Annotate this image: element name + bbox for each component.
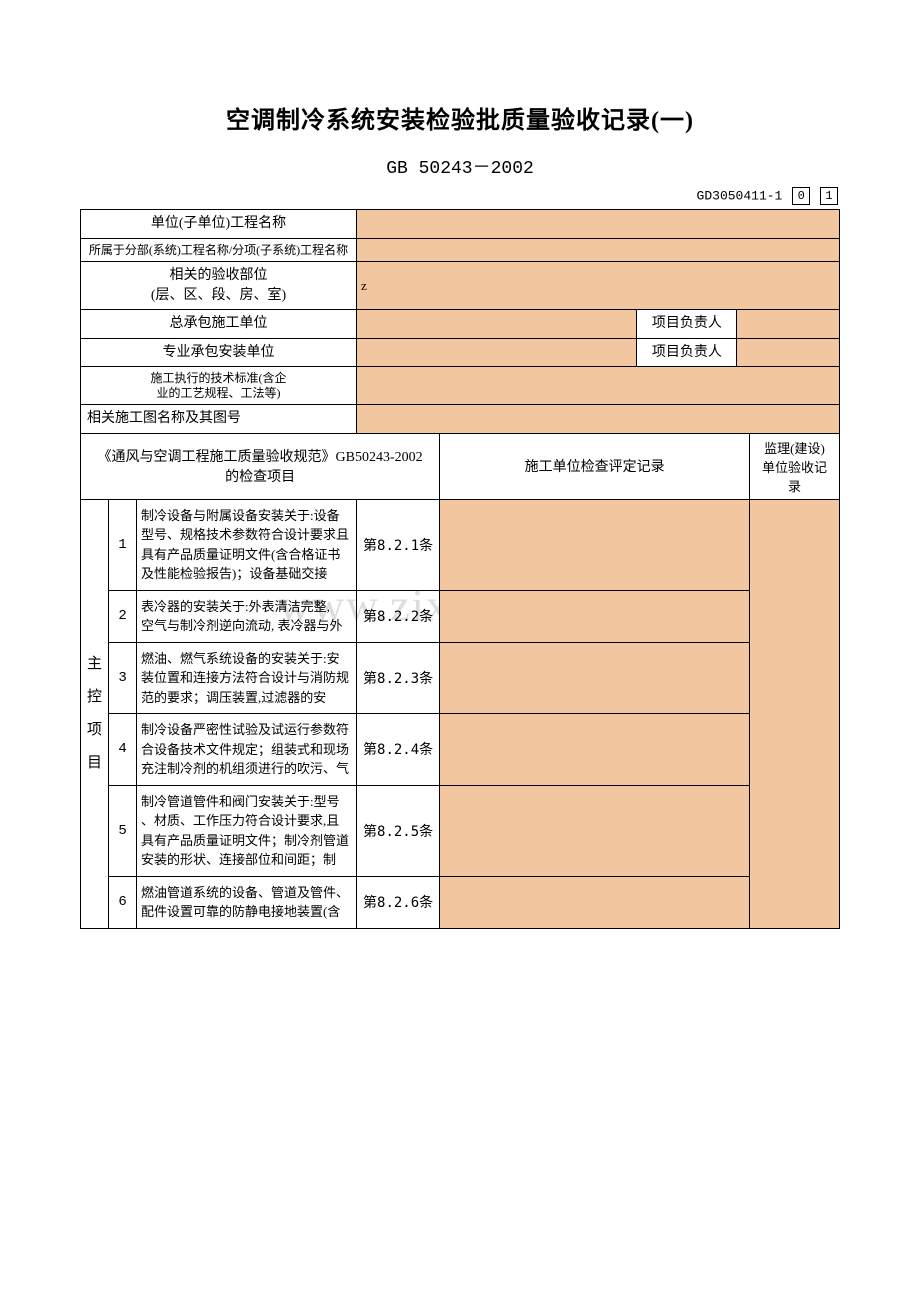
item-desc-5: 制冷管道管件和阀门安装关于:型号 、材质、工作压力符合设计要求,且 具有产品质量…	[137, 785, 357, 876]
value-subcontractor	[357, 338, 637, 367]
doc-code-prefix: GD3050411-1	[697, 188, 783, 203]
item-clause-1: 第8.2.1条	[357, 499, 440, 590]
header-row-1: 单位(子单位)工程名称	[81, 210, 840, 239]
item-num-1: 1	[109, 499, 137, 590]
item-num-6: 6	[109, 876, 137, 928]
label-drawing: 相关施工图名称及其图号	[81, 405, 357, 434]
item-record-2	[440, 590, 750, 642]
item-clause-5: 第8.2.5条	[357, 785, 440, 876]
item-clause-6: 第8.2.6条	[357, 876, 440, 928]
document-content: 空调制冷系统安装检验批质量验收记录(一) GB 50243－2002 GD305…	[80, 100, 840, 929]
item-desc-3: 燃油、燃气系统设备的安装关于:安 装位置和连接方法符合设计与消防规 范的要求；调…	[137, 642, 357, 714]
section-right-header: 监理(建设) 单位验收记录	[750, 433, 840, 499]
item-clause-4: 第8.2.4条	[357, 714, 440, 786]
item-row-5: 5 制冷管道管件和阀门安装关于:型号 、材质、工作压力符合设计要求,且 具有产品…	[81, 785, 840, 876]
header-row-6: 施工执行的技术标准(含企 业的工艺规程、工法等)	[81, 367, 840, 405]
value-drawing	[357, 405, 840, 434]
item-record-6	[440, 876, 750, 928]
label-contractor: 总承包施工单位	[81, 310, 357, 339]
value-subproject	[357, 238, 840, 261]
vertical-group-label: 主 控 项 目	[81, 499, 109, 928]
doc-code-row: GD3050411-1 0 1	[80, 187, 840, 205]
item-num-5: 5	[109, 785, 137, 876]
value-contractor	[357, 310, 637, 339]
header-row-3: 相关的验收部位 (层、区、段、房、室) z	[81, 261, 840, 309]
header-row-4: 总承包施工单位 项目负责人	[81, 310, 840, 339]
item-row-3: 3 燃油、燃气系统设备的安装关于:安 装位置和连接方法符合设计与消防规 范的要求…	[81, 642, 840, 714]
item-row-6: 6 燃油管道系统的设备、管道及管件、 配件设置可靠的防静电接地装置(含 第8.2…	[81, 876, 840, 928]
item-row-4: 4 制冷设备严密性试验及试运行参数符 合设备技术文件规定；组装式和现场 充注制冷…	[81, 714, 840, 786]
header-row-5: 专业承包安装单位 项目负责人	[81, 338, 840, 367]
label-pm-1: 项目负责人	[637, 310, 737, 339]
item-clause-2: 第8.2.2条	[357, 590, 440, 642]
item-num-2: 2	[109, 590, 137, 642]
page-title: 空调制冷系统安装检验批质量验收记录(一)	[80, 100, 840, 135]
item-record-4	[440, 714, 750, 786]
value-pm-1	[737, 310, 840, 339]
value-unit-project	[357, 210, 840, 239]
doc-code-box-1: 0	[792, 187, 810, 205]
value-tech-std	[357, 367, 840, 405]
section-mid-header: 施工单位检查评定记录	[440, 433, 750, 499]
page-subtitle: GB 50243－2002	[80, 153, 840, 179]
label-subproject: 所属于分部(系统)工程名称/分项(子系统)工程名称	[81, 238, 357, 261]
label-pm-2: 项目负责人	[637, 338, 737, 367]
value-location: z	[357, 261, 840, 309]
item-clause-3: 第8.2.3条	[357, 642, 440, 714]
label-unit-project: 单位(子单位)工程名称	[81, 210, 357, 239]
item-row-1: 主 控 项 目 1 制冷设备与附属设备安装关于:设备 型号、规格技术参数符合设计…	[81, 499, 840, 590]
header-row-2: 所属于分部(系统)工程名称/分项(子系统)工程名称	[81, 238, 840, 261]
item-row-2: 2 表冷器的安装关于:外表清洁完整, 空气与制冷剂逆向流动, 表冷器与外 第8.…	[81, 590, 840, 642]
section-header-row: 《通风与空调工程施工质量验收规范》GB50243-2002 的检查项目 施工单位…	[81, 433, 840, 499]
section-left-header: 《通风与空调工程施工质量验收规范》GB50243-2002 的检查项目	[81, 433, 440, 499]
item-desc-4: 制冷设备严密性试验及试运行参数符 合设备技术文件规定；组装式和现场 充注制冷剂的…	[137, 714, 357, 786]
label-location: 相关的验收部位 (层、区、段、房、室)	[81, 261, 357, 309]
item-record-1	[440, 499, 750, 590]
item-desc-1: 制冷设备与附属设备安装关于:设备 型号、规格技术参数符合设计要求且 具有产品质量…	[137, 499, 357, 590]
label-tech-std: 施工执行的技术标准(含企 业的工艺规程、工法等)	[81, 367, 357, 405]
doc-code-box-2: 1	[820, 187, 838, 205]
item-num-4: 4	[109, 714, 137, 786]
item-desc-2: 表冷器的安装关于:外表清洁完整, 空气与制冷剂逆向流动, 表冷器与外	[137, 590, 357, 642]
item-num-3: 3	[109, 642, 137, 714]
value-pm-2	[737, 338, 840, 367]
item-record-5	[440, 785, 750, 876]
item-desc-6: 燃油管道系统的设备、管道及管件、 配件设置可靠的防静电接地装置(含	[137, 876, 357, 928]
header-row-7: 相关施工图名称及其图号	[81, 405, 840, 434]
item-record-3	[440, 642, 750, 714]
main-table: 单位(子单位)工程名称 所属于分部(系统)工程名称/分项(子系统)工程名称 相关…	[80, 209, 840, 929]
supervisor-record	[750, 499, 840, 928]
label-subcontractor: 专业承包安装单位	[81, 338, 357, 367]
